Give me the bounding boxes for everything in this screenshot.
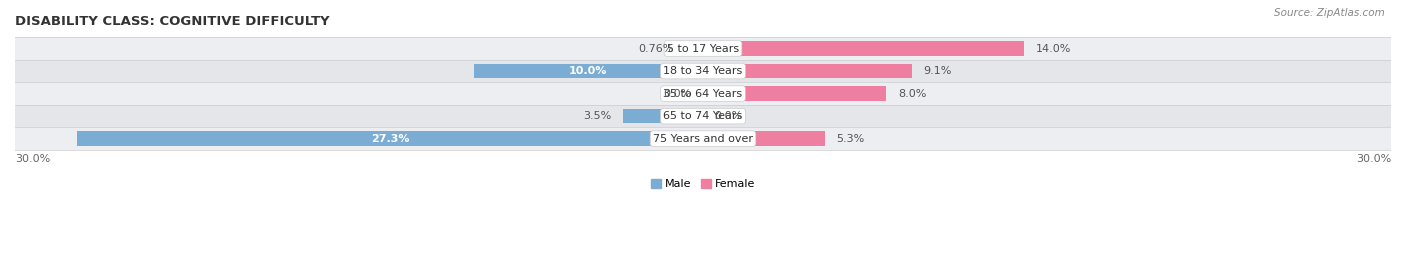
Bar (686, 41, 703, 56)
Bar (15, 105, 1391, 128)
Text: 65 to 74 Years: 65 to 74 Years (664, 111, 742, 121)
Bar (15, 128, 1391, 150)
Text: 30.0%: 30.0% (15, 154, 51, 164)
Text: 0.76%: 0.76% (638, 44, 673, 54)
Bar (703, 86, 886, 101)
Text: 10.0%: 10.0% (569, 66, 607, 76)
Bar (703, 64, 911, 78)
Bar (15, 37, 1391, 60)
Bar (703, 41, 1024, 56)
Text: Source: ZipAtlas.com: Source: ZipAtlas.com (1274, 8, 1385, 18)
Bar (15, 60, 1391, 82)
Text: 27.3%: 27.3% (371, 134, 409, 144)
Text: 0.0%: 0.0% (714, 111, 742, 121)
Text: 8.0%: 8.0% (898, 89, 927, 98)
Text: 35 to 64 Years: 35 to 64 Years (664, 89, 742, 98)
Bar (77, 131, 703, 146)
Text: 5.3%: 5.3% (837, 134, 865, 144)
Bar (15, 82, 1391, 105)
Text: 30.0%: 30.0% (1355, 154, 1391, 164)
Text: 3.5%: 3.5% (583, 111, 612, 121)
Text: 14.0%: 14.0% (1036, 44, 1071, 54)
Text: 18 to 34 Years: 18 to 34 Years (664, 66, 742, 76)
Text: 9.1%: 9.1% (924, 66, 952, 76)
Text: DISABILITY CLASS: COGNITIVE DIFFICULTY: DISABILITY CLASS: COGNITIVE DIFFICULTY (15, 15, 329, 28)
Text: 0.0%: 0.0% (664, 89, 692, 98)
Bar (623, 109, 703, 123)
Bar (703, 131, 824, 146)
Legend: Male, Female: Male, Female (647, 174, 759, 194)
Bar (474, 64, 703, 78)
Text: 75 Years and over: 75 Years and over (652, 134, 754, 144)
Text: 5 to 17 Years: 5 to 17 Years (666, 44, 740, 54)
